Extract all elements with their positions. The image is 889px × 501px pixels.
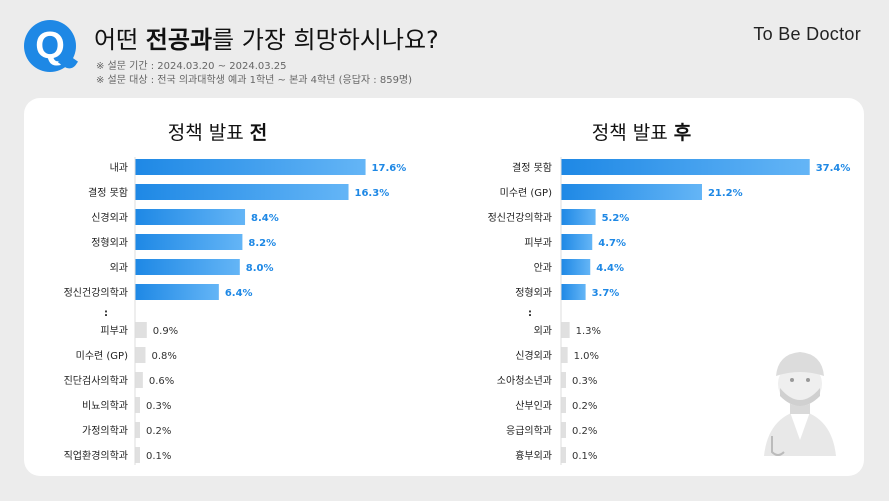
bar (135, 372, 143, 388)
bar (561, 447, 566, 463)
gap-marker: : (528, 308, 532, 319)
bar (561, 422, 566, 438)
category-label: 정신건강의학과 (488, 212, 552, 224)
data-label: 4.4% (596, 263, 624, 274)
bar (135, 284, 219, 300)
bar (135, 422, 140, 438)
data-label: 37.4% (816, 163, 851, 174)
category-label: 소아청소년과 (497, 375, 552, 387)
category-label: 피부과 (524, 237, 552, 249)
bar (561, 372, 566, 388)
bar (561, 234, 593, 250)
data-label: 3.7% (592, 288, 620, 299)
category-label: 응급의학과 (506, 425, 552, 437)
data-label: 0.3% (146, 401, 171, 412)
category-label: 비뇨의학과 (82, 400, 128, 412)
survey-target: ※ 설문 대상 : 전국 의과대학생 예과 1학년 ~ 본과 4학년 (응답자 … (96, 75, 413, 86)
category-label: 산부인과 (515, 400, 552, 412)
chart-panel-before: 내과 17.6% 결정 못함 16.3% 신경외과 8.4% 정형외과 8.2% 외과 8.0% 정… (64, 157, 407, 465)
category-label: 정신건강의학과 (64, 287, 128, 299)
category-label: 진단검사의학과 (64, 375, 128, 387)
data-label: 0.8% (151, 351, 176, 362)
data-label: 5.2% (602, 213, 630, 224)
category-label: 정형외과 (515, 287, 552, 299)
category-label: 가정의학과 (82, 425, 128, 437)
bar (561, 347, 568, 363)
data-label: 8.2% (248, 238, 276, 249)
panel-title-before: 정책 발표 전 (167, 122, 268, 144)
category-label: 결정 못함 (88, 187, 128, 199)
category-label: 외과 (534, 325, 552, 337)
bar (135, 184, 349, 200)
data-label: 1.0% (574, 351, 599, 362)
doctor-illustration (764, 352, 836, 456)
bar (135, 259, 240, 275)
category-label: 결정 못함 (512, 162, 552, 174)
category-label: 외과 (110, 262, 128, 274)
category-label: 피부과 (100, 325, 128, 337)
bar (561, 259, 591, 275)
bar (561, 284, 586, 300)
bar (561, 209, 596, 225)
bar (561, 322, 570, 338)
data-label: 0.1% (146, 451, 171, 462)
data-label: 1.3% (576, 326, 601, 337)
category-label: 신경외과 (91, 211, 128, 224)
data-label: 0.1% (572, 451, 597, 462)
category-label: 미수련 (GP) (500, 187, 552, 199)
bar (135, 397, 140, 413)
gap-marker: : (104, 308, 108, 319)
bar (561, 184, 702, 200)
data-label: 17.6% (372, 163, 407, 174)
category-label: 안과 (534, 262, 552, 274)
category-label: 흉부외과 (515, 449, 552, 462)
data-label: 6.4% (225, 288, 253, 299)
data-label: 4.7% (598, 238, 626, 249)
category-label: 직업환경의학과 (64, 449, 128, 462)
category-label: 신경외과 (515, 349, 552, 362)
q-badge: Q (24, 20, 76, 72)
data-label: 16.3% (355, 188, 390, 199)
category-label: 내과 (110, 162, 128, 174)
title-bold: 전공과 (145, 26, 213, 54)
data-label: 21.2% (708, 188, 743, 199)
bar (135, 234, 243, 250)
bar (561, 397, 566, 413)
bar (135, 209, 246, 225)
chart-panel-after: 결정 못함 37.4% 미수련 (GP) 21.2% 정신건강의학과 5.2% 피부과 4.7… (488, 157, 851, 465)
category-label: 미수련 (GP) (76, 350, 128, 362)
category-label: 정형외과 (91, 237, 128, 249)
data-label: 0.9% (153, 326, 178, 337)
panel-title-after: 정책 발표 후 (591, 122, 692, 144)
bar (135, 159, 366, 175)
data-label: 0.2% (572, 426, 597, 437)
bar (135, 347, 146, 363)
data-label: 8.4% (251, 213, 279, 224)
brand-logo: To Be Doctor (753, 24, 861, 44)
data-label: 0.3% (572, 376, 597, 387)
data-label: 8.0% (246, 263, 274, 274)
bar (135, 447, 140, 463)
bar (561, 159, 810, 175)
data-label: 0.2% (146, 426, 171, 437)
survey-period: ※ 설문 기간 : 2024.03.20 ~ 2024.03.25 (96, 61, 287, 72)
page-title: 어떤 전공과를 가장 희망하시나요? (94, 26, 439, 54)
data-label: 0.6% (149, 376, 174, 387)
data-label: 0.2% (572, 401, 597, 412)
bar (135, 322, 147, 338)
